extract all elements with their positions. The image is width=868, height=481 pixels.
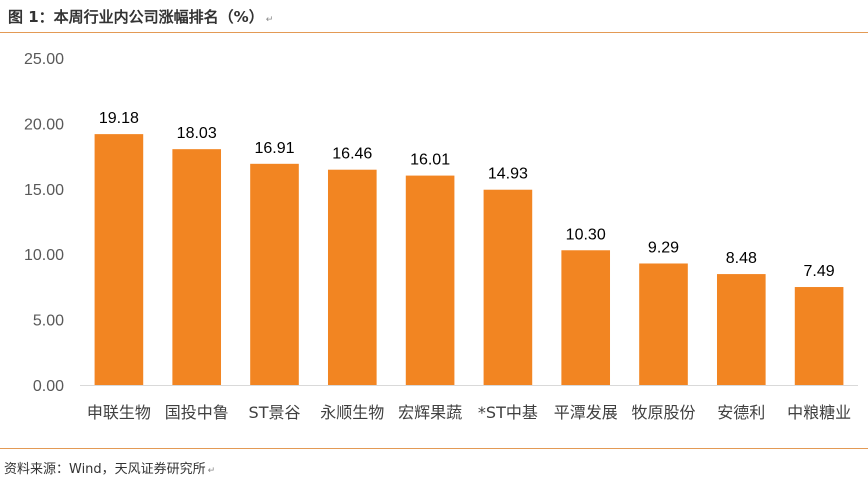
source-text: 资料来源：Wind，天风证券研究所 (4, 462, 206, 477)
data-label: 10.30 (566, 226, 606, 243)
data-label: 14.93 (488, 166, 528, 183)
data-label: 8.48 (726, 250, 757, 267)
y-tick-label: 0.00 (33, 378, 64, 395)
x-tick-label: 永顺生物 (320, 403, 384, 422)
chart-title-text: 图 1：本周行业内公司涨幅排名（%） (8, 8, 264, 26)
x-tick-label: ST景谷 (249, 403, 301, 422)
data-label: 16.01 (410, 152, 450, 169)
data-label: 19.18 (99, 110, 139, 127)
return-mark-icon: ↵ (207, 466, 216, 476)
y-tick-label: 20.00 (24, 116, 64, 133)
x-tick-label: 牧原股份 (631, 403, 695, 422)
bar (405, 175, 455, 385)
bar (483, 189, 533, 385)
bar (250, 163, 299, 385)
data-label: 7.49 (804, 263, 835, 280)
y-tick-label: 15.00 (24, 182, 64, 199)
data-label: 16.46 (332, 146, 372, 163)
y-tick-label: 10.00 (24, 247, 64, 264)
data-label: 18.03 (177, 125, 217, 142)
bar (172, 149, 222, 385)
return-mark-icon: ↵ (265, 15, 274, 25)
x-tick-label: 宏辉果蔬 (398, 403, 462, 422)
top-divider (0, 32, 868, 33)
x-tick-label: 安德利 (717, 403, 765, 422)
data-label: 9.29 (648, 239, 679, 256)
source-note: 资料来源：Wind，天风证券研究所 ↵ (4, 458, 215, 477)
x-tick-label: 中粮糖业 (787, 403, 851, 422)
y-tick-label: 5.00 (33, 313, 64, 330)
data-label: 16.91 (254, 140, 294, 157)
bar (639, 263, 688, 385)
bar (327, 169, 377, 385)
bottom-divider (0, 448, 868, 449)
bar (716, 274, 766, 385)
bar (561, 250, 611, 385)
y-tick-label: 25.00 (24, 51, 64, 68)
x-tick-label: *ST中基 (478, 403, 538, 422)
x-tick-label: 平潭发展 (554, 403, 618, 422)
x-tick-label: 申联生物 (87, 403, 151, 422)
bar (94, 134, 144, 385)
chart-title: 图 1：本周行业内公司涨幅排名（%） ↵ (8, 6, 273, 27)
bar (794, 287, 844, 385)
x-tick-label: 国投中鲁 (165, 403, 229, 422)
